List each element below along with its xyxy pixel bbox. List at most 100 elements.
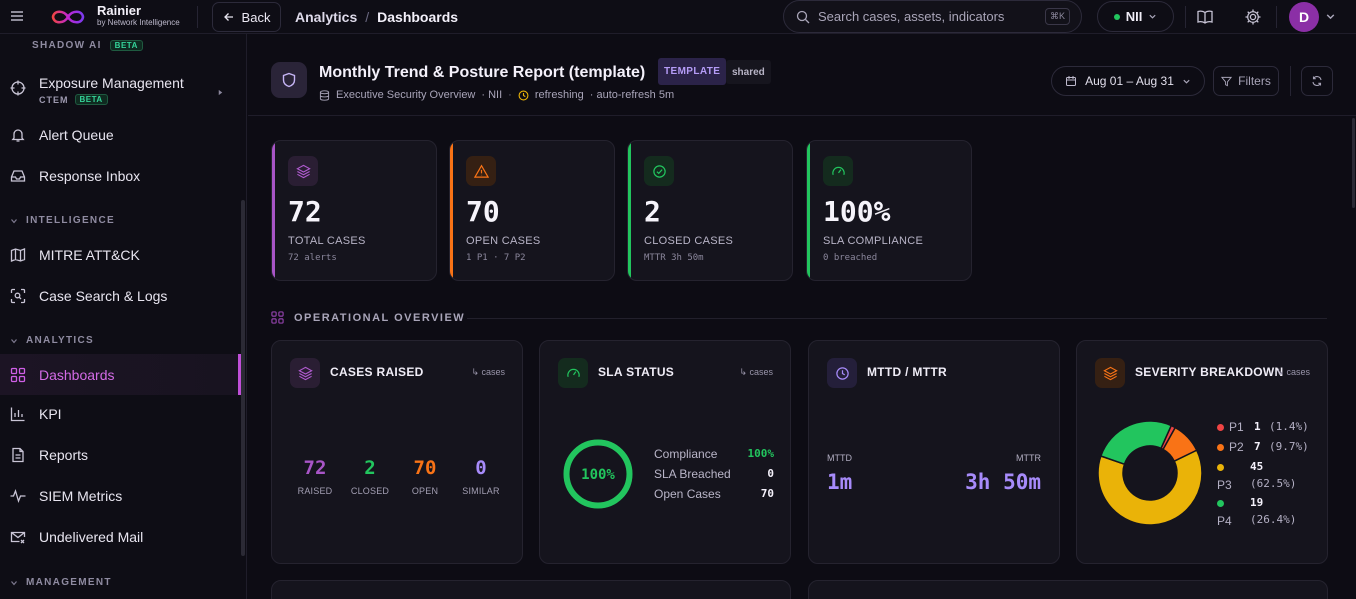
menu-icon[interactable] [10,9,24,23]
brand-name: Rainier [97,3,142,18]
main-scrollbar[interactable] [1352,118,1355,208]
stat-open: 70 OPEN [395,457,455,496]
kpi-card-sla-compliance[interactable]: 100% SLA COMPLIANCE 0 breached [806,140,972,281]
chevron-down-icon [11,580,17,585]
shield-icon [271,62,307,98]
chevron-down-icon[interactable] [1325,11,1336,22]
legend-name: P4 [1217,514,1232,528]
date-range-picker[interactable]: Aug 01 – Aug 31 [1051,66,1205,96]
kpi-card-total-cases[interactable]: 72 TOTAL CASES 72 alerts [271,140,437,281]
section-intelligence[interactable]: INTELLIGENCE [10,215,115,226]
refresh-button[interactable] [1301,66,1333,96]
sidebar-item-mitre[interactable]: MITRE ATT&CK [0,237,241,273]
grid-icon [10,367,26,382]
divider [1276,6,1277,28]
sidebar-item-siem-metrics[interactable]: SIEM Metrics [0,478,241,514]
mttr-value: 3h 50m [965,470,1041,494]
filters-button[interactable]: Filters [1213,66,1279,96]
kpi-label: SLA COMPLIANCE [823,235,924,247]
search-input[interactable] [818,9,1038,24]
breadcrumb-dashboards: Dashboards [377,9,459,25]
section-heading: OPERATIONAL OVERVIEW [271,311,465,324]
case-search-label: Case Search & Logs [39,288,168,304]
sidebar-item-undelivered-mail[interactable]: Undelivered Mail [0,519,241,555]
kpi-card-closed-cases[interactable]: 2 CLOSED CASES MTTR 3h 50m [627,140,793,281]
panel-severity-breakdown[interactable]: SEVERITY BREAKDOWN ↳ cases P1 1 (1.4%) P… [1076,340,1328,564]
panel-title: SEVERITY BREAKDOWN [1135,365,1284,379]
panel-sla-status[interactable]: SLA STATUS ↳ cases 100% Compliance 100% … [539,340,791,564]
kpi-card-open-cases[interactable]: 70 OPEN CASES 1 P1 · 7 P2 [449,140,615,281]
top-bar: Rainier by Network Intelligence Back Ana… [0,0,1356,34]
crosshair-icon [10,80,26,96]
status-dot [1113,13,1120,20]
sidebar-item-exposure-management[interactable]: Exposure Management CTEM BETA [0,72,241,112]
mttd-value: 1m [827,470,853,494]
section-analytics[interactable]: ANALYTICS [10,335,94,346]
sidebar-item-alert-queue[interactable]: Alert Queue [0,117,241,153]
warning-icon [466,156,496,186]
org-selector[interactable]: NII [1097,1,1174,32]
database-icon [319,89,330,101]
ring-value: 100% [581,467,615,483]
kpi-sub: 1 P1 · 7 P2 [466,253,526,263]
avatar[interactable]: D [1289,2,1319,32]
chevron-down-icon [11,218,17,223]
sidebar-item-kpi[interactable]: KPI [0,396,241,432]
panel-cases-raised[interactable]: CASES RAISED ↳ cases 72 RAISED 2 CLOSED … [271,340,523,564]
panel-unit: ↳ cases [471,367,505,377]
bell-icon [11,129,25,142]
layers-icon [288,156,318,186]
reports-label: Reports [39,447,89,463]
kpi-label: KPI [39,406,62,422]
chevron-down-icon [11,338,17,343]
meta-source: Executive Security Overview [336,89,476,101]
section-management[interactable]: MANAGEMENT [10,577,112,588]
shared-badge: shared [726,60,771,84]
clock-icon [827,358,857,388]
search-box[interactable]: ⌘K [783,0,1082,33]
donut-slice-p4[interactable] [1099,420,1173,466]
panel-unit: ↳ cases [739,367,773,377]
gear-icon[interactable] [1244,8,1262,26]
kpi-sub: MTTR 3h 50m [644,253,704,263]
stat-label: RAISED [297,486,333,496]
chevron-down-icon [1183,79,1190,84]
siem-label: SIEM Metrics [39,488,123,504]
arrow-left-icon [223,13,233,21]
donut-slice-p3[interactable] [1097,449,1203,526]
beta-badge: BETA [109,40,143,51]
search-icon [796,10,810,23]
filter-icon [1221,76,1233,86]
sidebar-scrollbar[interactable] [241,200,245,556]
kpi-value: 2 [644,195,661,228]
sidebar-item-response-inbox[interactable]: Response Inbox [0,158,241,194]
sidebar-item-reports[interactable]: Reports [0,437,241,473]
book-icon[interactable] [1196,8,1214,26]
legend-dot [1217,424,1224,431]
brand-subtitle: by Network Intelligence [97,18,180,27]
template-badge: TEMPLATE [658,58,727,85]
legend-name: P3 [1217,478,1232,492]
analytics-label: ANALYTICS [26,335,95,346]
panel-next-row-left [271,580,791,599]
breadcrumb-analytics[interactable]: Analytics [295,9,358,25]
check-circle-icon [644,156,674,186]
row-value: 100% [747,447,775,460]
stat-value: 0 [475,457,487,479]
breadcrumb: Analytics / Dashboards [295,9,458,25]
panel-unit: ↳ cases [1276,367,1310,377]
legend-count: 19 [1250,496,1264,509]
sla-ring: 100% [563,439,633,509]
row-value: 0 [767,467,774,480]
sidebar-item-shadow-ai[interactable]: SHADOW AI BETA [32,40,143,51]
divider [197,6,198,28]
exposure-label: Exposure Management [39,75,184,91]
back-button[interactable]: Back [212,2,281,32]
sidebar-item-case-search[interactable]: Case Search & Logs [0,278,241,314]
sidebar-item-dashboards[interactable]: Dashboards [0,354,241,395]
panel-mttd-mttr[interactable]: MTTD / MTTR MTTD 1m MTTR 3h 50m [808,340,1060,564]
brand: Rainier by Network Intelligence [97,4,180,28]
undelivered-label: Undelivered Mail [39,529,144,545]
dashboard-header: Monthly Trend & Posture Report (template… [248,46,1356,116]
row-value: 70 [760,487,774,500]
